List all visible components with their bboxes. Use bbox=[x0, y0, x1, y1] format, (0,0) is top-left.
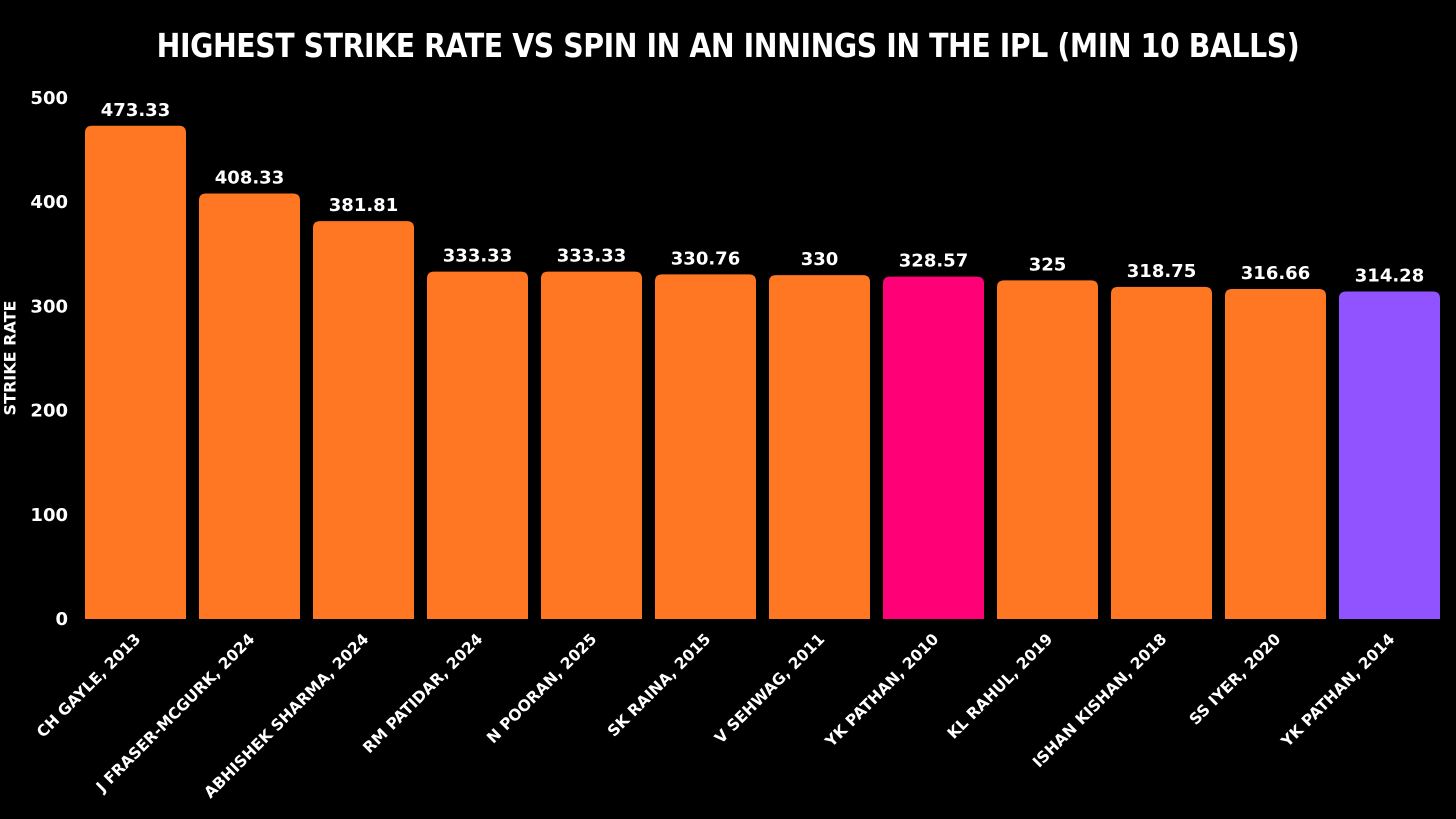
data-label: 314.28 bbox=[1355, 266, 1424, 287]
data-label: 330.76 bbox=[671, 248, 740, 269]
x-tick-label: SK RAINA, 2015 bbox=[604, 630, 714, 740]
x-tick-label: YK PATHAN, 2010 bbox=[821, 630, 942, 751]
bar bbox=[883, 276, 984, 619]
data-label: 333.33 bbox=[557, 246, 626, 267]
y-tick-label: 500 bbox=[30, 88, 68, 109]
x-tick-label: RM PATIDAR, 2024 bbox=[360, 630, 487, 757]
data-label: 328.57 bbox=[899, 251, 968, 272]
x-tick-label: V SEHWAG, 2011 bbox=[711, 630, 828, 747]
x-tick-label: N POORAN, 2025 bbox=[483, 630, 600, 747]
y-tick-label: 300 bbox=[30, 296, 68, 317]
bar bbox=[85, 125, 186, 620]
data-label: 408.33 bbox=[215, 168, 284, 189]
data-label: 381.81 bbox=[329, 195, 398, 216]
bar bbox=[199, 193, 300, 619]
bar bbox=[427, 271, 528, 619]
bar bbox=[1339, 291, 1440, 619]
bar bbox=[313, 221, 414, 619]
data-labels: 473.33 408.33 381.81 333.33 333.33 330.76 330 3… bbox=[101, 100, 1424, 287]
y-tick-label: 100 bbox=[30, 505, 68, 526]
bar bbox=[997, 280, 1098, 619]
x-tick-label: KL RAHUL, 2019 bbox=[944, 630, 1056, 742]
data-label: 318.75 bbox=[1127, 261, 1196, 282]
y-tick-label: 200 bbox=[30, 401, 68, 422]
data-label: 325 bbox=[1029, 254, 1067, 275]
x-tick-label: YK PATHAN, 2014 bbox=[1277, 630, 1398, 751]
data-label: 473.33 bbox=[101, 100, 170, 121]
data-label: 316.66 bbox=[1241, 263, 1310, 284]
bar bbox=[655, 274, 756, 619]
y-tick-label: 400 bbox=[30, 192, 68, 213]
chart-title: HIGHEST STRIKE RATE VS SPIN IN AN INNING… bbox=[156, 26, 1300, 65]
bar bbox=[541, 271, 642, 619]
x-tick-label: ISHAN KISHAN, 2018 bbox=[1029, 630, 1170, 771]
x-tick-label: CH GAYLE, 2013 bbox=[33, 630, 144, 741]
bar bbox=[1111, 286, 1212, 619]
bars bbox=[85, 125, 1440, 620]
bar bbox=[769, 275, 870, 619]
bar bbox=[1225, 289, 1326, 619]
x-tick-label: SS IYER, 2020 bbox=[1186, 630, 1285, 729]
data-label: 333.33 bbox=[443, 246, 512, 267]
y-tick-label: 0 bbox=[55, 609, 68, 630]
y-axis-ticks: 0 100 200 300 400 500 bbox=[30, 88, 68, 630]
data-label: 330 bbox=[801, 249, 839, 270]
